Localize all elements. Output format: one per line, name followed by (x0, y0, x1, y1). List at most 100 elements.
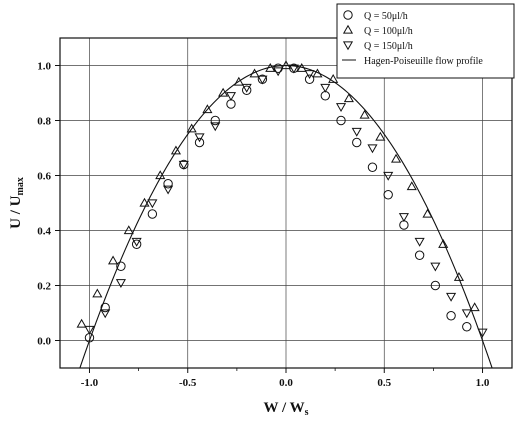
data-point-series-1 (399, 220, 409, 230)
legend-label-curve: Hagen-Poiseuille flow profile (364, 56, 483, 67)
data-point-series-1 (100, 302, 110, 313)
data-point-series-3 (131, 237, 142, 247)
data-point-series-3 (351, 127, 362, 137)
data-point-series-1 (226, 99, 236, 109)
y-tick-label: 0.6 (37, 171, 51, 183)
data-point-series-3 (273, 67, 284, 77)
data-point-series-3 (257, 75, 268, 85)
marker-layer (76, 60, 488, 343)
axis-ticks: -1.0 -0.5 0.0 0.5 1.0 0.0 0.2 0.4 0.6 0.8 1.0 (37, 61, 490, 390)
legend-marker-series-2 (342, 24, 354, 34)
series-3 (84, 64, 488, 338)
x-tick-label: -1.0 (81, 377, 99, 389)
data-point-series-2 (343, 93, 354, 103)
data-point-series-1 (304, 74, 315, 84)
data-point-series-2 (328, 74, 339, 83)
x-tick-label: 1.0 (476, 377, 490, 389)
data-point-series-1 (320, 91, 331, 101)
y-tick-label: 0.8 (37, 116, 51, 128)
data-point-series-3 (210, 122, 221, 132)
legend-marker-series-3 (342, 41, 354, 51)
data-point-series-3 (288, 64, 299, 74)
data-point-series-2 (249, 68, 260, 78)
data-point-series-3 (178, 160, 189, 170)
data-point-series-1 (241, 85, 252, 95)
data-point-series-2 (218, 87, 229, 97)
hagen-poiseuille-curve (79, 64, 493, 368)
data-point-series-2 (390, 153, 402, 163)
data-point-series-1 (383, 190, 393, 200)
data-point-series-3 (147, 199, 158, 209)
legend-label-series-3: Q = 150μl/h (364, 41, 413, 52)
data-point-series-2 (76, 318, 87, 328)
x-axis-label-main: W / W (263, 400, 304, 416)
data-point-series-2 (469, 302, 480, 312)
data-point-series-3 (430, 262, 441, 272)
data-point-series-3 (414, 237, 425, 247)
data-point-series-1 (446, 311, 456, 321)
data-point-series-2 (186, 123, 197, 133)
data-point-series-1 (147, 209, 158, 219)
data-point-series-2 (265, 63, 276, 72)
data-point-series-2 (359, 109, 370, 119)
data-point-series-1 (131, 239, 142, 249)
data-point-series-3 (461, 309, 472, 319)
data-point-series-3 (241, 83, 252, 93)
y-axis-label-main: U / U (8, 195, 24, 229)
data-point-series-3 (335, 103, 347, 112)
data-point-series-2 (422, 208, 433, 218)
data-point-series-2 (296, 63, 307, 72)
legend-label-series-2: Q = 100μl/h (364, 26, 413, 37)
x-tick-label: -0.5 (179, 377, 197, 389)
data-point-series-2 (438, 239, 449, 248)
data-point-series-3 (477, 328, 488, 338)
data-point-series-2 (139, 197, 150, 207)
data-point-series-2 (123, 225, 134, 235)
data-point-series-1 (462, 322, 472, 332)
data-point-series-3 (383, 171, 394, 181)
series-2 (76, 60, 480, 328)
y-tick-label: 1.0 (37, 61, 51, 73)
data-point-series-2 (155, 170, 166, 180)
data-point-series-2 (453, 272, 465, 281)
data-point-series-2 (202, 104, 213, 114)
data-point-series-1 (414, 250, 425, 260)
data-point-series-3 (225, 92, 237, 101)
data-point-series-1 (336, 115, 346, 126)
curve-layer (79, 64, 493, 368)
x-tick-label: 0.0 (279, 377, 293, 389)
legend: Q = 50μl/h Q = 100μl/h Q = 150μl/h Hagen-Po… (336, 3, 515, 79)
data-point-series-2 (280, 60, 292, 70)
data-point-series-3 (163, 185, 174, 195)
data-point-series-1 (194, 137, 205, 148)
data-point-series-3 (304, 70, 315, 79)
data-point-series-1 (430, 280, 441, 291)
data-point-series-3 (84, 325, 95, 335)
data-point-series-3 (194, 133, 205, 143)
data-point-series-3 (100, 309, 111, 319)
data-point-series-2 (233, 76, 244, 86)
data-point-series-2 (375, 131, 386, 141)
y-tick-label: 0.4 (37, 226, 51, 238)
legend-label-series-1: Q = 50μl/h (364, 11, 408, 22)
data-point-series-3 (446, 292, 457, 302)
data-point-series-3 (398, 213, 409, 222)
data-point-series-1 (163, 179, 173, 189)
data-point-series-3 (115, 279, 126, 288)
data-point-series-2 (92, 288, 103, 298)
data-point-series-1 (367, 162, 378, 172)
x-tick-label: 0.5 (377, 377, 391, 389)
y-axis-label-sub: max (15, 177, 26, 195)
data-point-series-2 (406, 181, 417, 191)
grid-lines (60, 38, 512, 368)
data-point-series-3 (320, 83, 331, 93)
x-axis-label-sub: s (305, 407, 309, 418)
y-tick-label: 0.0 (37, 336, 51, 348)
data-point-series-1 (116, 261, 126, 271)
data-point-series-1 (210, 115, 220, 126)
data-point-series-1 (352, 137, 362, 148)
series-1 (84, 63, 472, 343)
data-point-series-2 (170, 145, 182, 155)
